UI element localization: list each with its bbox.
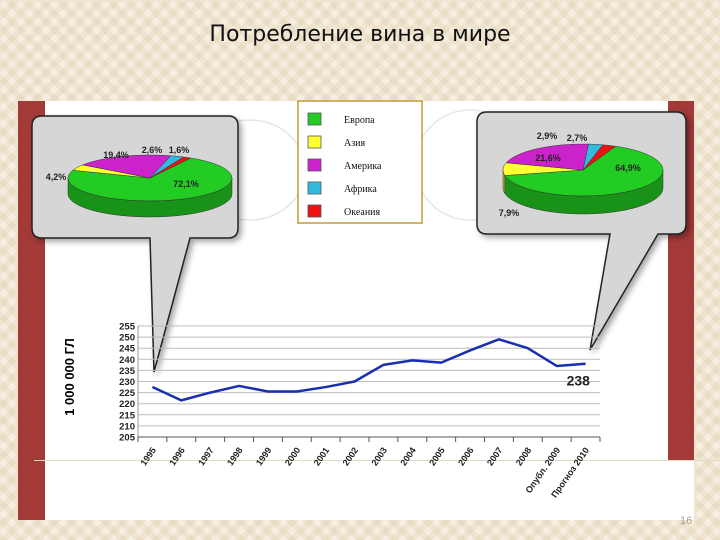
- y-tick-label: 220: [119, 399, 135, 410]
- series-line: [151, 338, 586, 402]
- legend-label: Океания: [344, 207, 381, 218]
- x-tick-label: 1995: [138, 445, 158, 467]
- legend: Европа Азия Америка Африка Океания: [307, 112, 382, 218]
- x-tick-label: 2006: [456, 445, 476, 467]
- pie-value-label: 2,6%: [142, 145, 163, 155]
- x-tick-label: 2001: [312, 445, 332, 467]
- legend-swatch: [307, 135, 322, 149]
- pie-slice: [504, 146, 664, 197]
- x-tick-label: 2005: [427, 445, 447, 467]
- y-tick-label: 225: [119, 388, 136, 399]
- x-tick-label: 2002: [341, 445, 361, 467]
- y-tick-label: 245: [119, 344, 136, 355]
- pie-value-label: 19,4%: [103, 150, 129, 160]
- y-axis-label: 1 000 000 ГЛ: [62, 338, 77, 416]
- pie-value-label: 72,1%: [173, 179, 199, 189]
- x-tick-labels: 1995 1996 1997 1998 1999 2000 2001 2002 2003 2004…: [138, 445, 591, 499]
- slide-title: Потребление вина в мире: [209, 22, 511, 47]
- series-line-group: [151, 338, 586, 402]
- pie-slice: [149, 156, 192, 179]
- x-tick-label: 1997: [196, 445, 216, 467]
- y-tick-label: 255: [119, 322, 136, 333]
- pie-value-label: 2,7%: [567, 133, 588, 143]
- pie-value-label: 7,9%: [499, 208, 520, 218]
- x-tick-label: 1998: [225, 445, 245, 467]
- page-number: 16: [680, 515, 693, 527]
- chart-grid: [137, 325, 600, 438]
- x-tick-label: 2000: [283, 445, 303, 467]
- legend-label: Азия: [344, 138, 366, 149]
- left-callout: [31, 115, 239, 373]
- pie-value-label: 4,2%: [46, 172, 67, 182]
- pie-slice: [81, 154, 172, 179]
- x-axis: [137, 436, 601, 442]
- legend-label: Европа: [344, 115, 375, 126]
- pie-chart-1995: 72,1% 4,2% 19,4% 2,6% 1,6%: [46, 145, 233, 218]
- pie-slice: [582, 144, 617, 171]
- pie-slice: [505, 143, 589, 171]
- legend-label: Америка: [344, 161, 382, 172]
- legend-swatch: [307, 204, 322, 218]
- legend-swatch: [307, 158, 322, 172]
- y-tick-label: 210: [119, 421, 135, 432]
- legend-swatch: [307, 112, 322, 126]
- y-tick-label: 230: [119, 377, 135, 388]
- pie-value-label: 2,9%: [537, 131, 558, 141]
- last-value-annotation: 238: [567, 373, 591, 389]
- x-tick-label: 2003: [369, 445, 389, 467]
- x-tick-label: 1999: [254, 445, 274, 467]
- x-tick-label: 2007: [485, 445, 505, 467]
- legend-label: Африка: [344, 184, 377, 195]
- y-tick-label: 250: [119, 333, 135, 344]
- y-tick-label: 235: [119, 366, 136, 377]
- pie-value-label: 64,9%: [615, 163, 641, 173]
- pie-value-label: 1,6%: [169, 145, 190, 155]
- pie-value-label: 21,6%: [535, 153, 561, 163]
- y-tick-label: 205: [119, 433, 136, 444]
- legend-swatch: [307, 181, 322, 195]
- x-tick-label: 2008: [514, 445, 534, 467]
- pie-slice: [67, 157, 233, 202]
- y-tick-label: 240: [119, 355, 135, 366]
- x-tick-label: 1996: [167, 445, 187, 467]
- pie-chart-2010: 64,9% 7,9% 21,6% 2,9% 2,7%: [499, 131, 664, 218]
- x-tick-label: 2004: [398, 445, 418, 467]
- y-tick-label: 215: [119, 410, 136, 421]
- slide-divider: [34, 460, 720, 461]
